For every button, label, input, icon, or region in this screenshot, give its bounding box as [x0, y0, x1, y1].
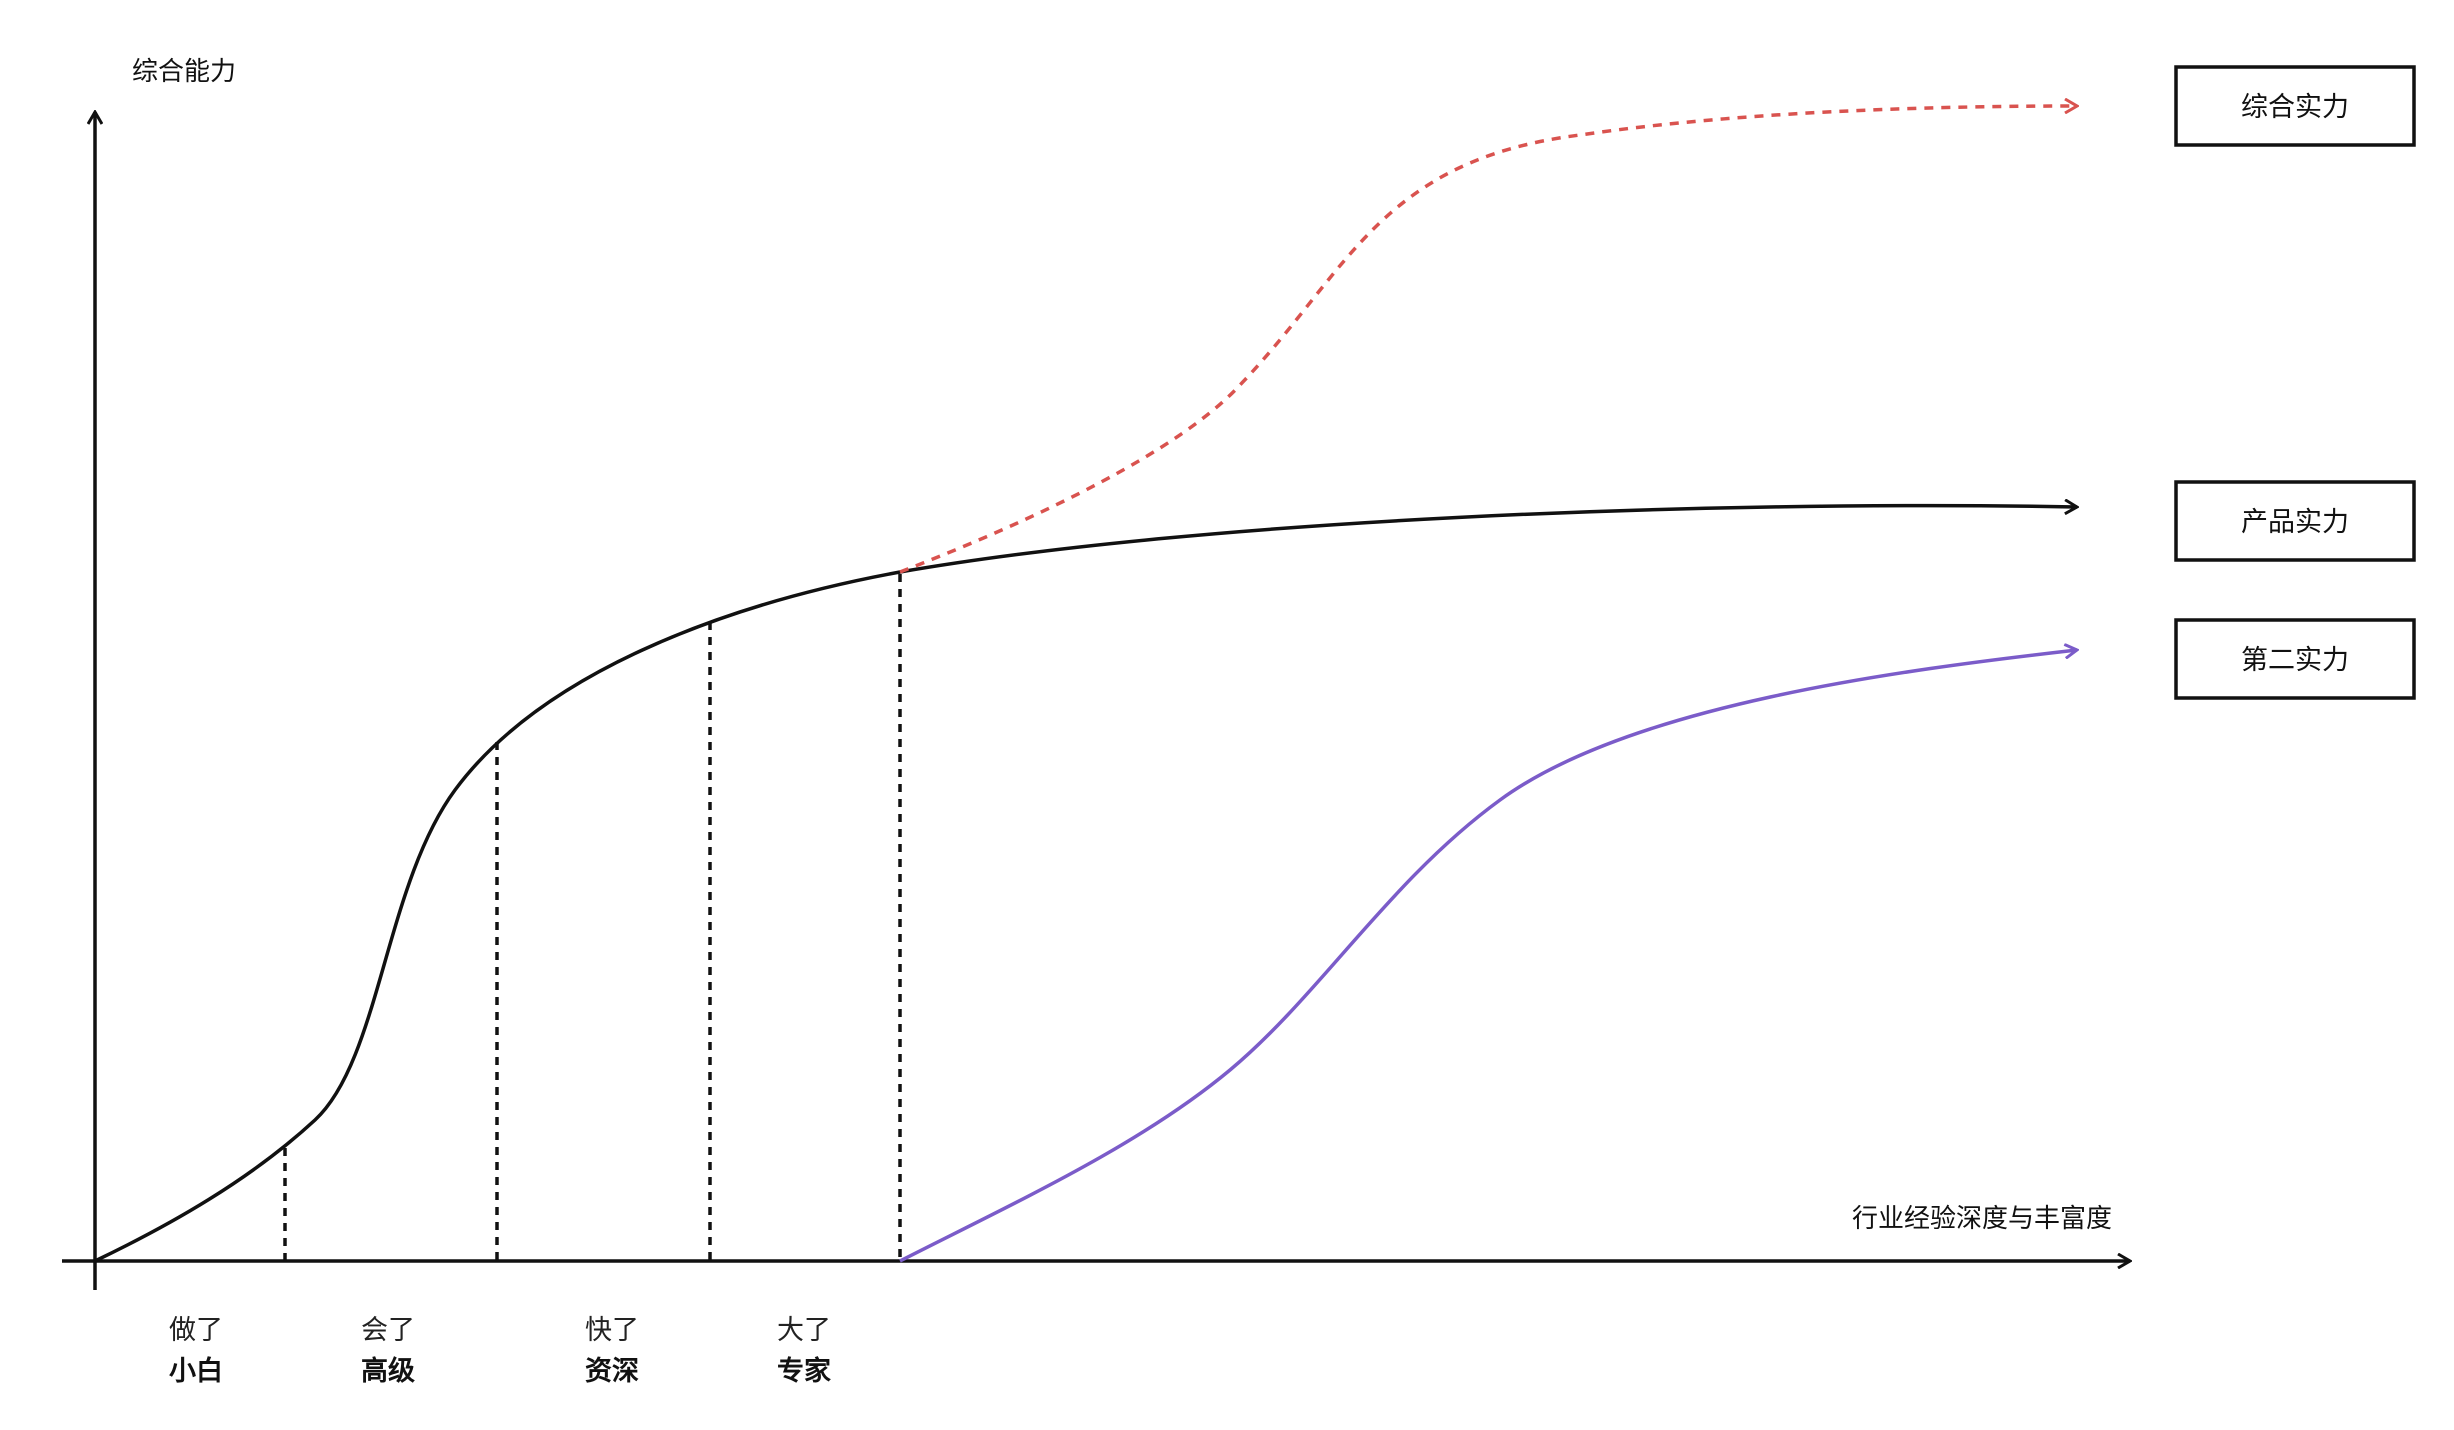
stage-label-3: 快了 资深: [585, 1315, 639, 1387]
legend-box-1: [2174, 65, 2416, 147]
legend-label-1: 综合实力: [2241, 92, 2349, 123]
stage-2-action: 会了: [361, 1315, 415, 1346]
product-strength-curve: [94, 506, 2077, 1263]
stage-label-4: 大了 专家: [777, 1315, 831, 1387]
overall-strength-curve: [899, 106, 2077, 574]
legend-second-strength: 第二实力: [2174, 618, 2416, 700]
legend-product-strength: 产品实力: [2174, 480, 2416, 562]
y-axis-label: 综合能力: [132, 57, 236, 87]
stage-1-level: 小白: [169, 1355, 223, 1387]
x-axis-label: 行业经验深度与丰富度: [1852, 1204, 2112, 1234]
legend-box-2: [2174, 480, 2416, 562]
legend-label-2: 产品实力: [2241, 507, 2349, 538]
legend-label-3: 第二实力: [2241, 645, 2349, 676]
stage-label-1: 做了 小白: [169, 1315, 223, 1387]
legend-overall-strength: 综合实力: [2174, 65, 2416, 147]
stage-label-2: 会了 高级: [361, 1315, 415, 1387]
stage-4-level: 专家: [777, 1355, 831, 1387]
stage-1-action: 做了: [169, 1315, 223, 1346]
stage-3-action: 快了: [585, 1315, 639, 1346]
stage-3-level: 资深: [585, 1356, 639, 1387]
stage-2-level: 高级: [361, 1355, 415, 1387]
second-strength-curve: [899, 650, 2077, 1263]
legend-box-3: [2174, 618, 2416, 700]
stage-4-action: 大了: [777, 1315, 831, 1346]
